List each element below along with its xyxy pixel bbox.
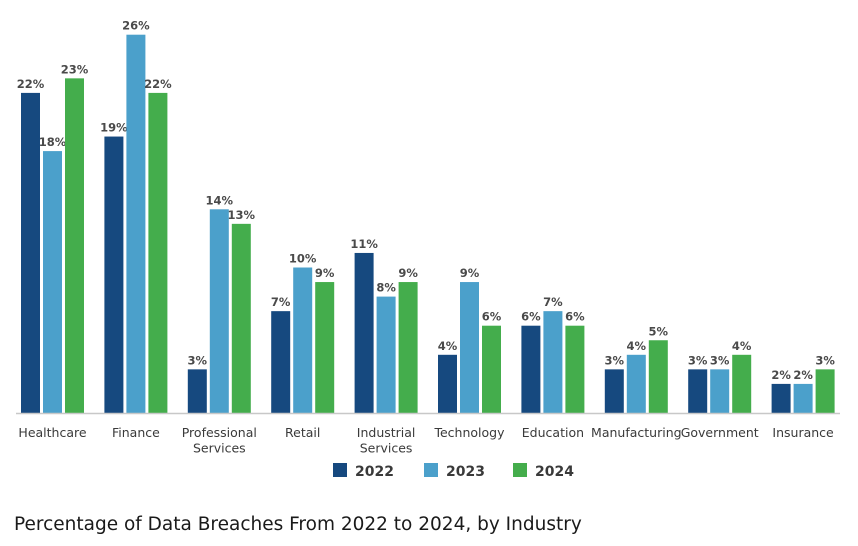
data-label: 4% (732, 339, 752, 353)
data-label: 9% (460, 266, 480, 280)
bar-2022-finance (104, 136, 124, 414)
bars-layer: 22%18%23%19%26%22%3%14%13%7%10%9%11%8%9%… (17, 19, 835, 414)
bar-2022-government (688, 369, 708, 413)
data-label: 2% (771, 368, 791, 382)
bar-2022-industrial-services (354, 252, 374, 413)
data-label: 22% (17, 77, 45, 91)
legend-label: 2024 (535, 464, 574, 480)
legend-label: 2023 (446, 464, 485, 480)
data-label: 19% (100, 121, 128, 135)
data-label: 3% (605, 353, 625, 367)
bar-2022-retail (271, 311, 291, 413)
data-label: 3% (815, 353, 835, 367)
data-label: 7% (543, 295, 563, 309)
data-label: 13% (228, 208, 256, 222)
data-label: 3% (188, 353, 208, 367)
bar-2024-retail (315, 282, 335, 413)
data-label: 9% (398, 266, 418, 280)
category-labels: Healthcare Finance ProfessionalServicesRet… (18, 425, 834, 456)
bar-2024-industrial-services (398, 282, 418, 413)
data-label: 18% (39, 135, 67, 149)
data-label: 4% (627, 339, 647, 353)
legend-swatch (424, 463, 438, 477)
bar-2023-retail (293, 267, 313, 413)
data-label: 11% (350, 237, 378, 251)
category-label: Technology (433, 425, 505, 440)
bar-2023-healthcare (43, 151, 62, 413)
category-label: Services (193, 441, 246, 456)
bar-2022-healthcare (21, 92, 40, 414)
bar-2023-government (710, 369, 730, 413)
data-label: 7% (271, 295, 291, 309)
category-label: Services (360, 441, 413, 456)
legend-swatch (333, 463, 347, 477)
data-label: 26% (122, 19, 150, 33)
bar-2024-government (732, 354, 752, 413)
bar-2023-manufacturing (626, 354, 646, 413)
legend-item-2023: 2023 (424, 463, 485, 480)
data-label: 6% (565, 310, 585, 324)
legend-label: 2022 (355, 464, 394, 480)
data-label: 23% (61, 62, 89, 76)
bar-2022-technology (438, 354, 457, 413)
data-label: 5% (649, 324, 669, 338)
bar-2024-healthcare (65, 78, 84, 413)
legend-item-2022: 2022 (333, 463, 394, 480)
category-label: Professional (182, 425, 257, 440)
category-label: Manufacturing (591, 425, 682, 440)
bar-2024-professional-services (231, 223, 251, 413)
bar-2023-education (543, 311, 563, 413)
data-label: 6% (482, 310, 502, 324)
category-label: Healthcare (18, 425, 86, 440)
data-label: 8% (376, 281, 396, 295)
chart-caption: Percentage of Data Breaches From 2022 to… (14, 514, 582, 535)
legend-item-2024: 2024 (513, 463, 574, 480)
bar-2024-finance (148, 92, 168, 414)
category-label: Government (681, 425, 759, 440)
category-label: Finance (112, 425, 160, 440)
data-label: 9% (315, 266, 335, 280)
legend: 2022 2023 2024 (333, 463, 574, 480)
bar-2024-education (565, 325, 585, 413)
category-label: Education (522, 425, 584, 440)
data-label: 6% (521, 310, 541, 324)
data-label: 10% (289, 252, 317, 266)
data-label: 14% (206, 193, 234, 207)
bar-2024-technology (482, 325, 501, 413)
data-label: 22% (144, 77, 172, 91)
bar-2023-technology (460, 282, 479, 413)
category-label: Insurance (772, 425, 834, 440)
data-label: 3% (710, 353, 730, 367)
bar-2022-education (521, 325, 541, 413)
bar-2023-industrial-services (376, 296, 396, 413)
bar-2022-insurance (771, 383, 791, 413)
category-label: Retail (285, 425, 320, 440)
bar-2023-insurance (793, 383, 813, 413)
category-label: Industrial (357, 425, 416, 440)
data-label: 4% (438, 339, 458, 353)
bar-2024-manufacturing (648, 340, 668, 413)
bar-chart: 22%18%23%19%26%22%3%14%13%7%10%9%11%8%9%… (16, 19, 840, 480)
legend-swatch (513, 463, 527, 477)
data-label: 2% (793, 368, 813, 382)
bar-2023-professional-services (209, 209, 229, 413)
bar-2024-insurance (815, 369, 835, 413)
bar-2022-manufacturing (604, 369, 624, 413)
data-label: 3% (688, 353, 708, 367)
bar-2022-professional-services (187, 369, 207, 413)
bar-2023-finance (126, 34, 146, 413)
